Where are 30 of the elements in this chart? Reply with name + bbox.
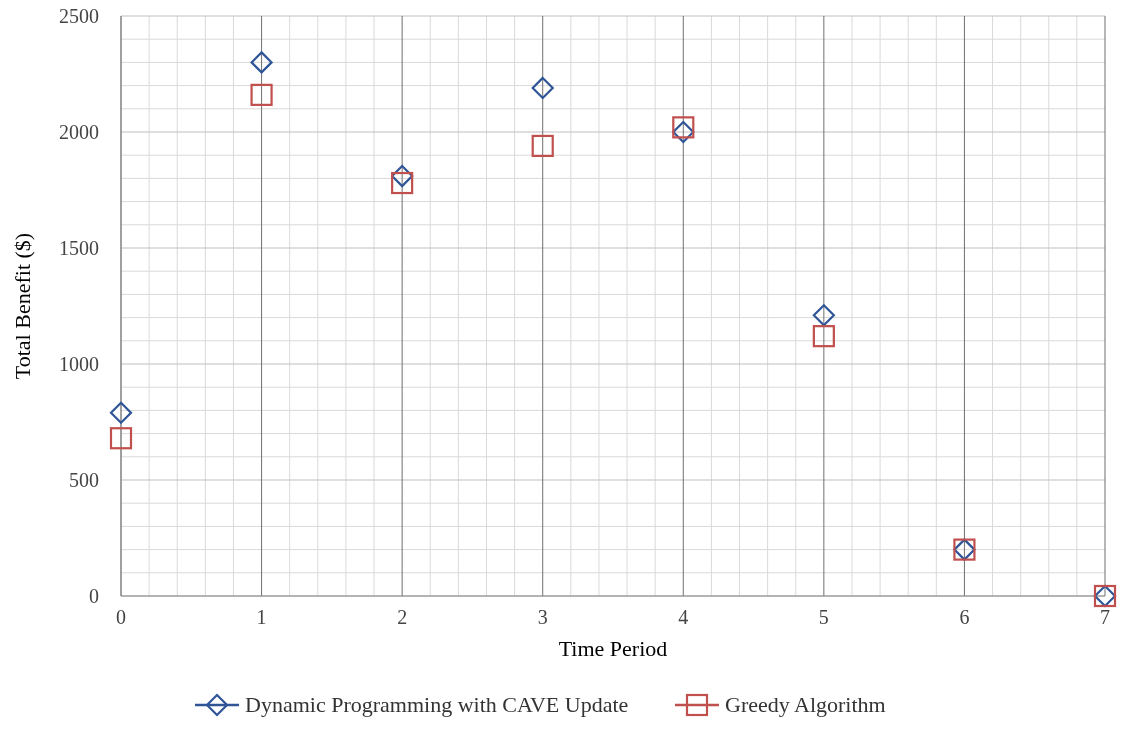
y-tick-label: 1000 [59,353,99,375]
y-tick-label: 2500 [59,5,99,27]
y-tick-label: 2000 [59,121,99,143]
x-tick-label: 7 [1100,606,1110,628]
point [531,76,554,100]
point [531,134,554,158]
x-axis-title: Time Period [558,636,668,661]
x-tick-label: 4 [678,606,689,628]
x-tick-label: 0 [116,606,126,628]
point [250,83,273,106]
point [250,51,273,74]
y-tick-label: 1500 [59,237,99,259]
point [672,120,695,144]
point [391,171,414,195]
x-tick-label: 2 [397,606,408,628]
point [672,116,695,139]
y-tick-label: 500 [69,469,99,491]
y-tick-label: 0 [89,585,99,607]
x-tick-label: 6 [959,606,970,628]
x-tick-label: 1 [256,606,267,628]
x-tick-label: 5 [818,606,829,628]
legend-label: Dynamic Programming with CAVE Update [245,692,629,717]
point [812,304,835,327]
point [812,325,835,348]
legend-label: Greedy Algorithm [725,692,886,717]
point [391,164,414,188]
point [109,401,133,424]
point [109,427,133,450]
x-tick-label: 3 [537,606,548,628]
y-axis-title: Total Benefit ($) [10,232,35,380]
